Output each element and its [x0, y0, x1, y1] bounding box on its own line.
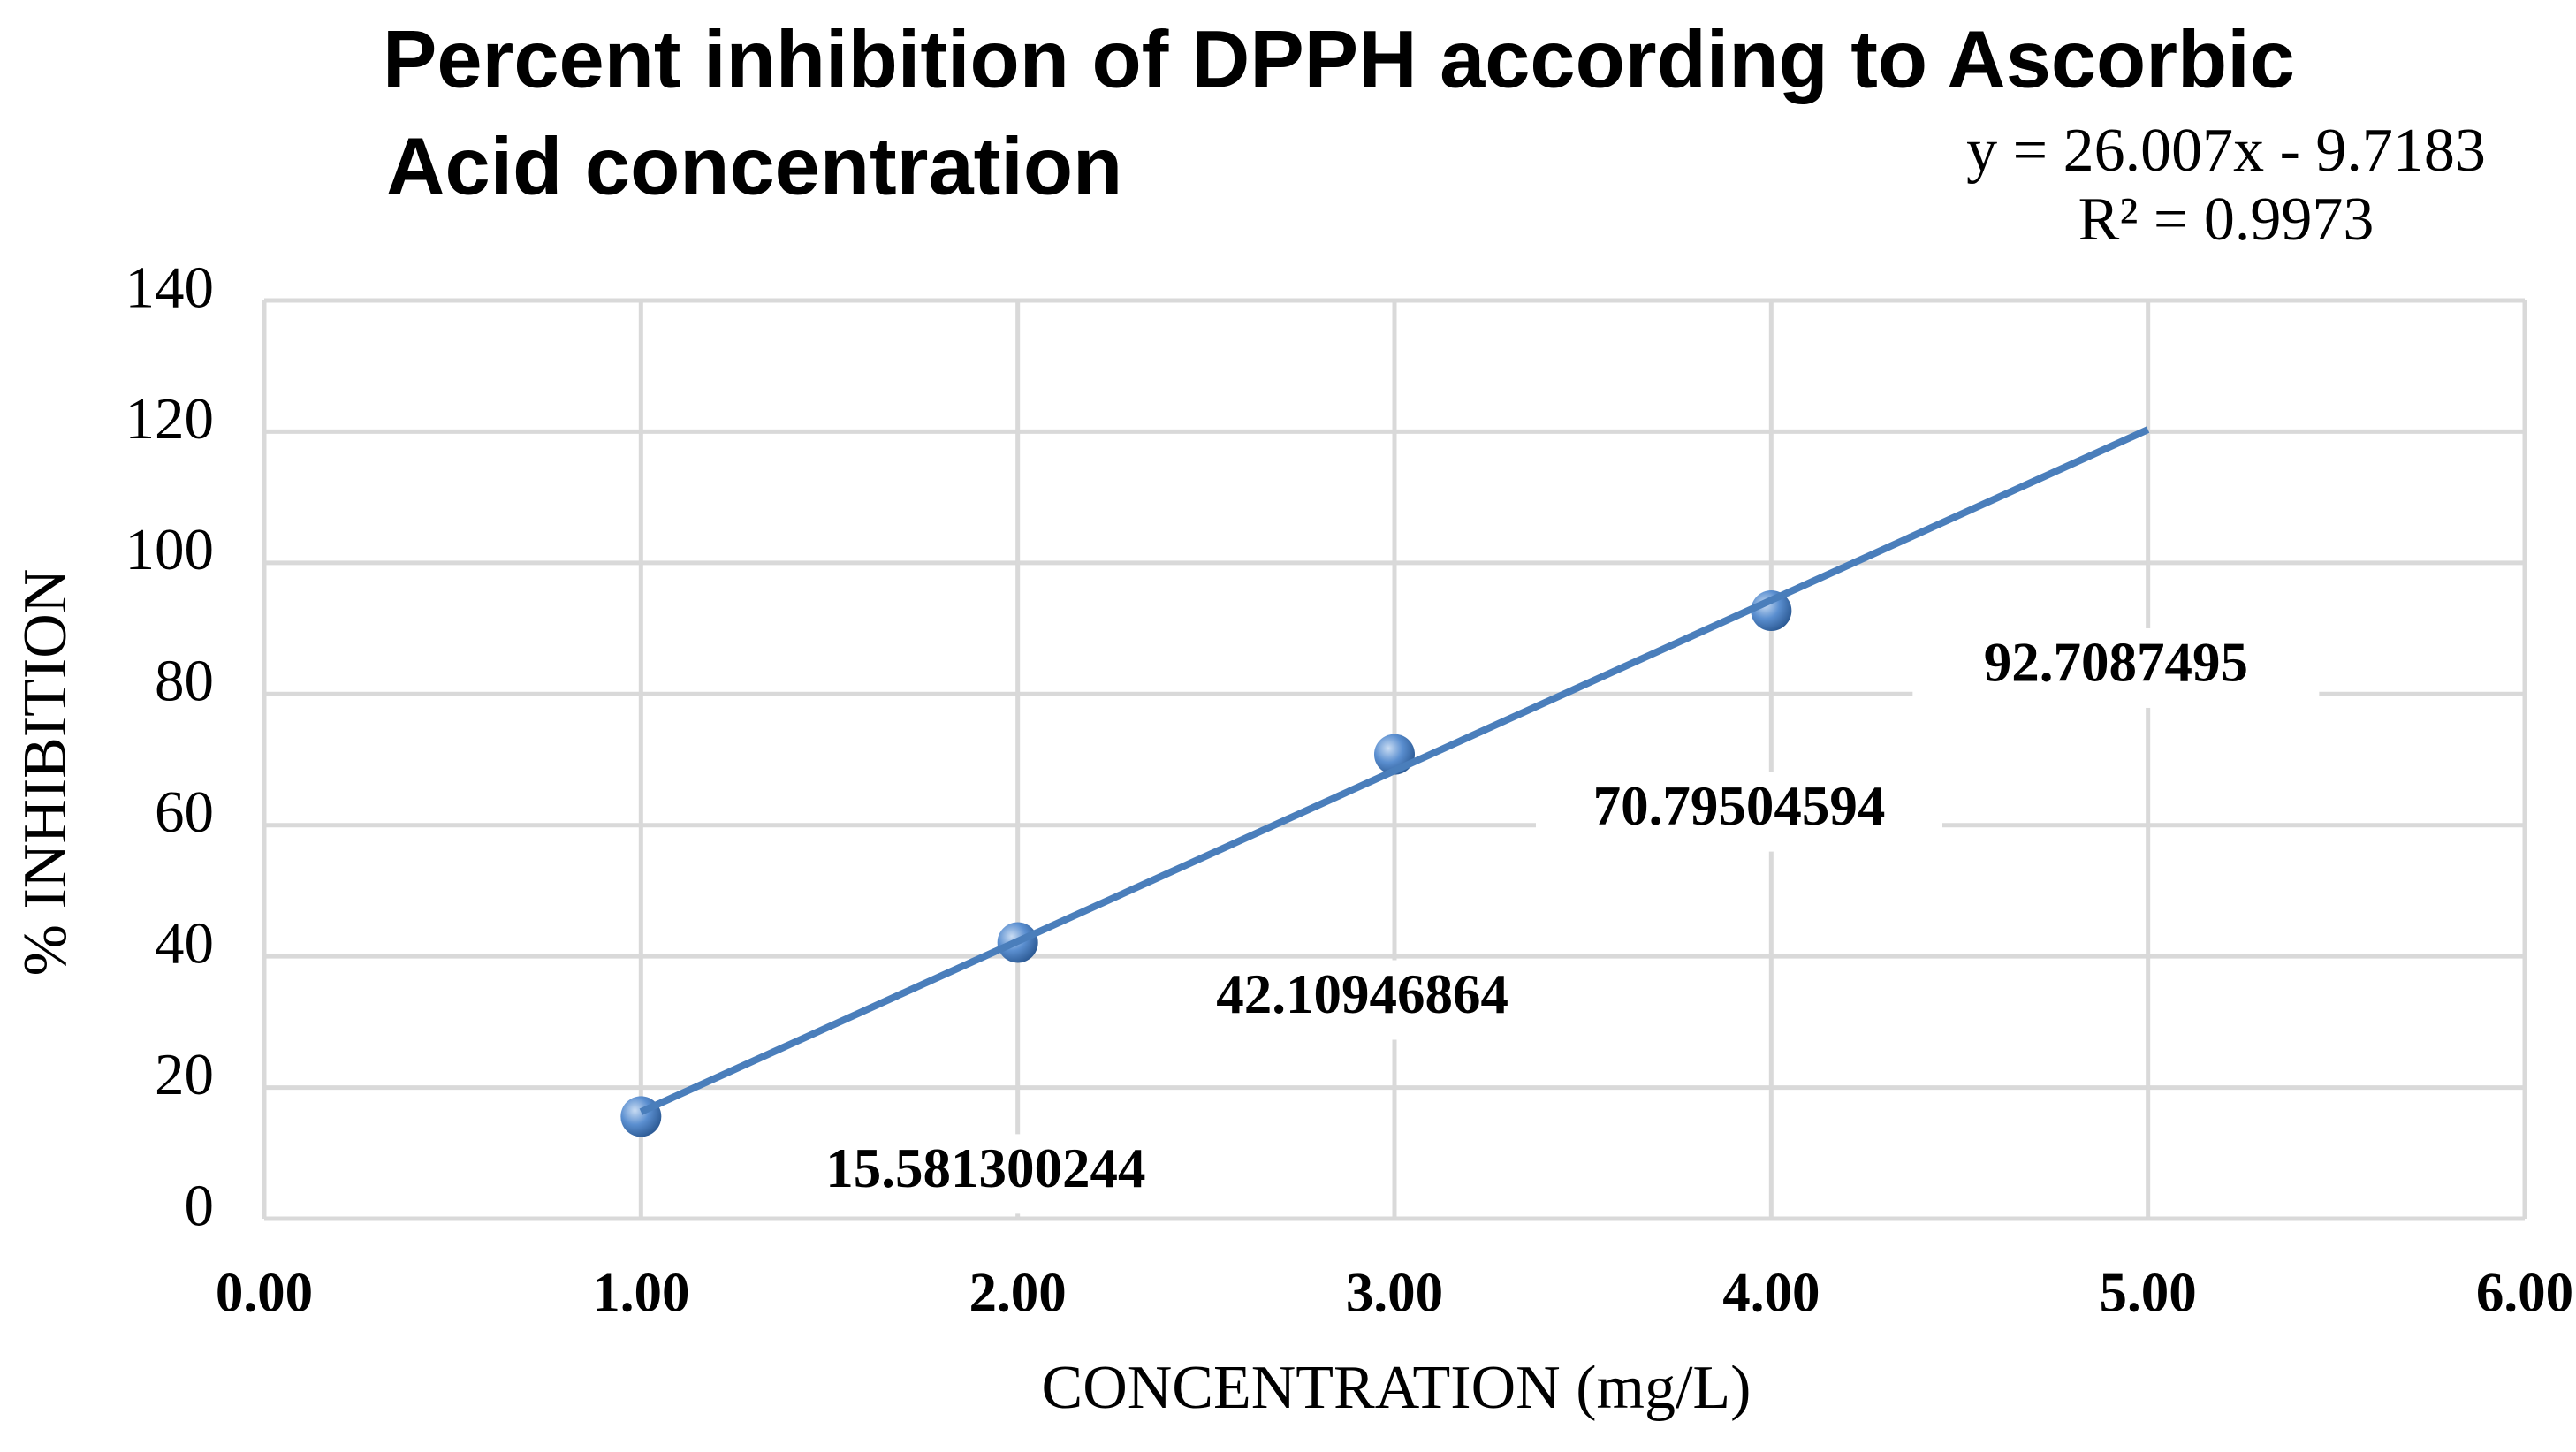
y-tick-label: 80 — [155, 649, 214, 714]
labels: 0 20 40 60 80 100 120 140 0.00 1.00 2.00 3.00 4.00 5.… — [125, 255, 2574, 1323]
y-tick-label: 140 — [125, 255, 215, 320]
data-label-background — [1912, 627, 2320, 708]
data-label: 70.79504594 — [1593, 775, 1886, 837]
data-label-background — [782, 1134, 1189, 1214]
data-point — [1751, 589, 1792, 631]
data-label-background — [1536, 772, 1942, 852]
data-label: 42.10946864 — [1216, 963, 1508, 1025]
y-tick-label: 0 — [185, 1173, 215, 1238]
chart-title: Acid concentration — [386, 121, 1122, 211]
y-axis-title: % INHIBITION — [11, 569, 80, 977]
data-label-background — [1159, 960, 1566, 1040]
data-label: 92.7087495 — [1984, 631, 2248, 693]
x-tick-label: 4.00 — [1722, 1261, 1820, 1323]
x-tick-label: 0.00 — [216, 1261, 313, 1323]
x-tick-label: 3.00 — [1346, 1261, 1443, 1323]
data-label: 15.581300244 — [825, 1137, 1145, 1199]
x-tick-label: 5.00 — [2100, 1261, 2197, 1323]
y-tick-label: 100 — [125, 517, 215, 582]
y-tick-label: 20 — [155, 1042, 214, 1107]
x-axis-title: CONCENTRATION (mg/L) — [1042, 1354, 1752, 1422]
y-tick-label: 40 — [155, 911, 214, 977]
x-tick-label: 6.00 — [2476, 1261, 2573, 1323]
trendline-r-squared: R² = 0.9973 — [2078, 186, 2375, 254]
chart-title: Percent inhibition of DPPH according to … — [383, 14, 2295, 104]
y-tick-label: 120 — [125, 386, 215, 452]
x-tick-label: 2.00 — [969, 1261, 1067, 1323]
trendline-equation: y = 26.007x - 9.7183 — [1966, 117, 2486, 185]
marks — [620, 426, 2150, 1137]
trendline — [639, 426, 2150, 1115]
x-tick-label: 1.00 — [592, 1261, 689, 1323]
grid — [262, 298, 2527, 1221]
y-tick-label: 60 — [155, 779, 214, 845]
